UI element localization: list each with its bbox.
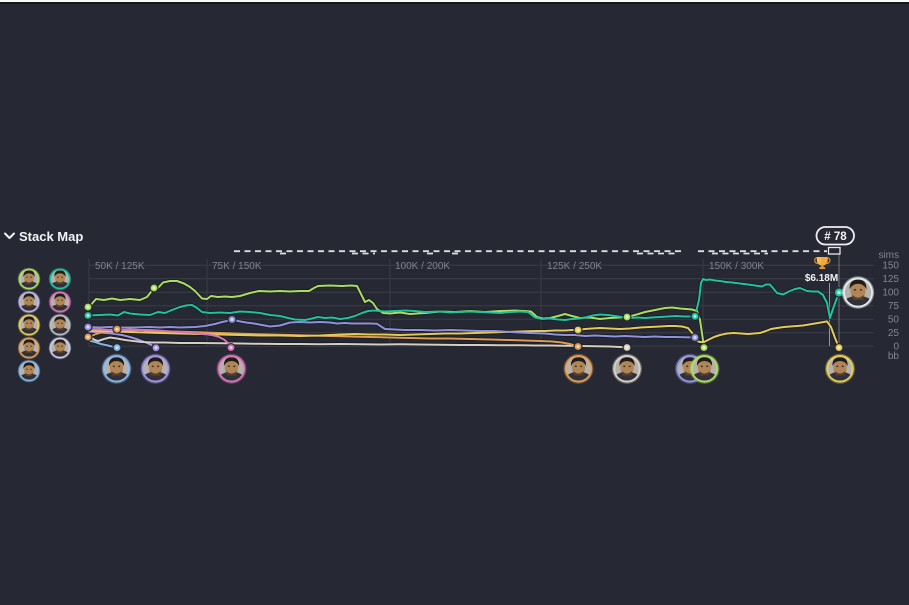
svg-text:150: 150 [882,261,899,272]
svg-text:0: 0 [893,342,899,353]
svg-text:100K / 200K: 100K / 200K [395,261,450,272]
svg-text:100: 100 [882,288,899,299]
svg-text:Stack Map: Stack Map [19,229,83,244]
svg-text:$6.18M: $6.18M [805,273,838,284]
svg-text:75: 75 [888,301,900,312]
svg-text:# 78: # 78 [824,231,847,243]
svg-text:25: 25 [888,328,900,339]
svg-text:150K / 300K: 150K / 300K [709,261,764,272]
svg-text:125K / 250K: 125K / 250K [547,261,602,272]
svg-text:75K / 150K: 75K / 150K [212,261,262,272]
svg-text:125: 125 [882,274,899,285]
svg-text:50: 50 [888,315,900,326]
svg-text:sims: sims [878,250,899,261]
svg-text:50K / 125K: 50K / 125K [95,261,145,272]
svg-text:bb: bb [888,351,900,362]
